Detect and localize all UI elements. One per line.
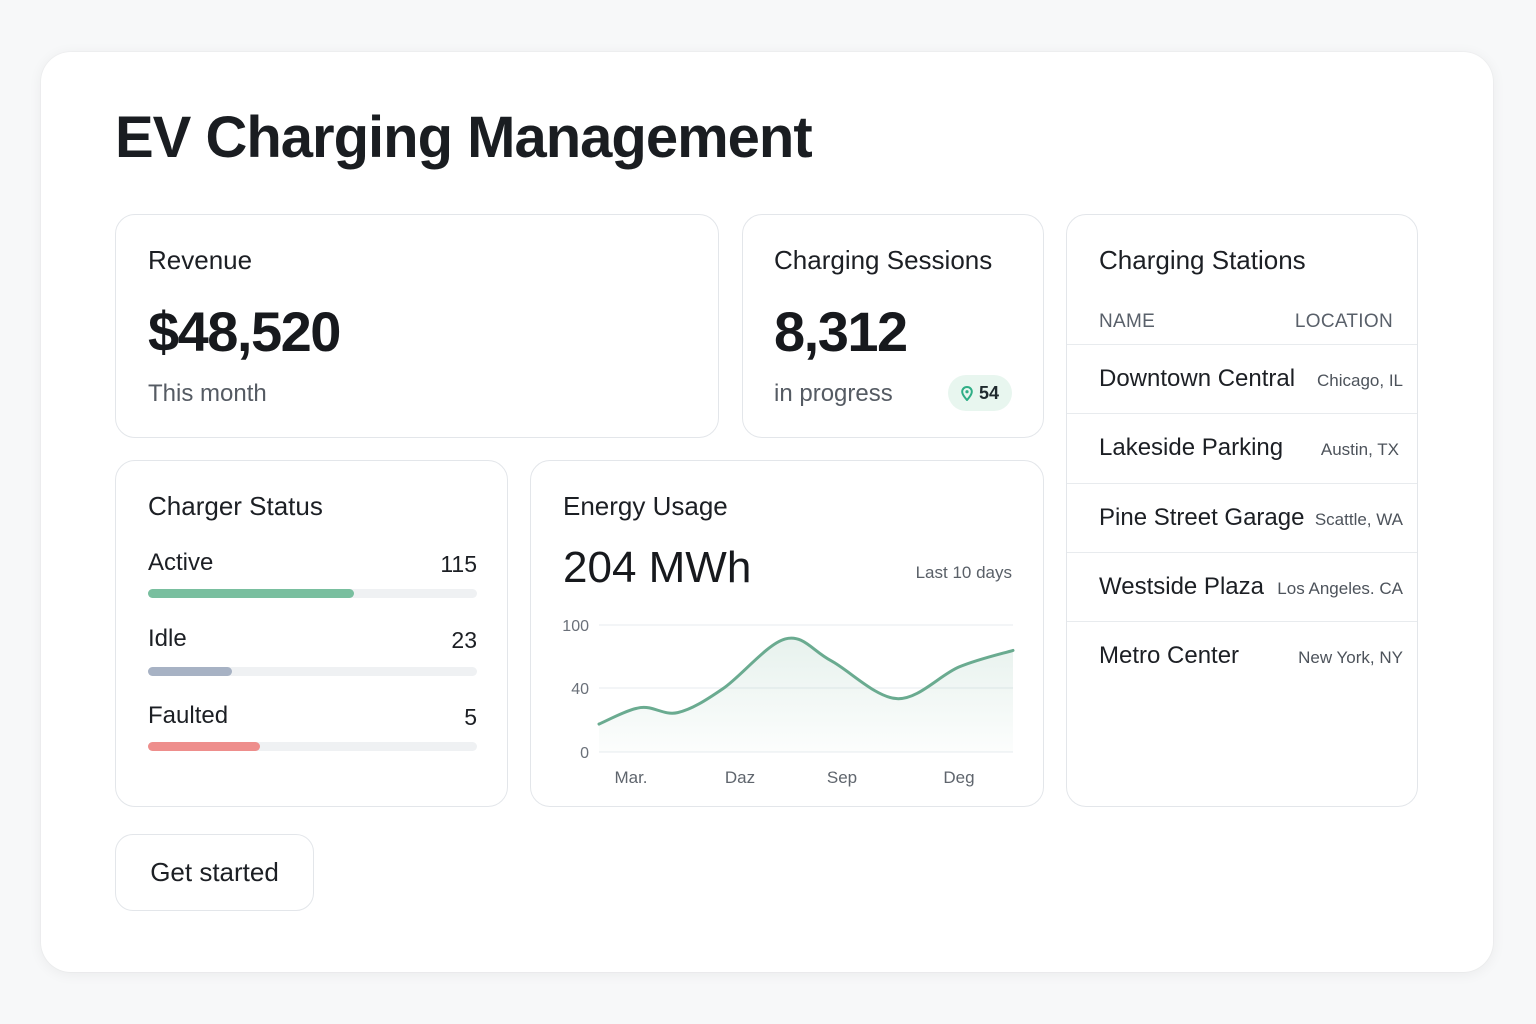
revenue-title: Revenue: [148, 245, 253, 275]
table-row[interactable]: Downtown Central Chicago, IL: [1067, 344, 1417, 413]
y-tick-label: 100: [562, 618, 589, 635]
station-name: Downtown Central: [1099, 365, 1296, 392]
station-name: Westside Plaza: [1099, 573, 1264, 600]
status-bar-track: [148, 667, 477, 676]
energy-usage-card: 100 40 0 Mar. Daz Sep Deg Energy Usage 204 MWh…: [530, 460, 1044, 807]
energy-value: 204 MWh: [563, 543, 752, 592]
charging-stations-card: Charging Stations NAME LOCATION Downtown…: [1066, 214, 1418, 807]
station-location: Los Angeles. CA: [1277, 579, 1403, 598]
station-location: New York, NY: [1298, 648, 1403, 667]
energy-chart: 100 40 0 Mar. Daz Sep Deg: [562, 618, 1015, 787]
badge-count: 54: [978, 382, 1000, 403]
table-row[interactable]: Metro Center New York, NY: [1067, 621, 1417, 690]
table-row[interactable]: Westside Plaza Los Angeles. CA: [1067, 552, 1417, 621]
status-count: 115: [440, 551, 477, 577]
charging-sessions-card: Charging Sessions 8,312 in progress 54: [742, 214, 1044, 438]
page-title: EV Charging Management: [115, 105, 813, 170]
status-bar-track: [148, 589, 477, 598]
x-tick-label: Daz: [725, 768, 755, 787]
station-location: Austin, TX: [1320, 440, 1399, 459]
station-name: Metro Center: [1099, 642, 1240, 669]
get-started-button[interactable]: Get started: [115, 834, 314, 911]
status-count: 5: [464, 704, 477, 730]
x-tick-label: Sep: [827, 768, 857, 787]
energy-range: Last 10 days: [915, 563, 1012, 582]
y-tick-label: 40: [571, 681, 589, 698]
status-bar-fill: [148, 742, 260, 751]
revenue-caption: This month: [148, 380, 267, 407]
status-count: 23: [451, 627, 477, 653]
column-header-location: LOCATION: [1294, 311, 1393, 332]
in-progress-badge: 54: [948, 375, 1012, 411]
charger-status-card: Charger Status Active 115 Idle 23 Faulte…: [115, 460, 508, 807]
stations-title: Charging Stations: [1099, 245, 1306, 275]
revenue-value: $48,520: [148, 300, 341, 363]
x-tick-label: Deg: [943, 768, 974, 787]
station-location: Scattle, WA: [1314, 510, 1403, 529]
status-bar-fill: [148, 667, 232, 676]
x-tick-label: Mar.: [614, 768, 647, 787]
y-tick-label: 0: [580, 745, 589, 762]
station-name: Lakeside Parking: [1099, 434, 1284, 461]
status-label: Active: [148, 549, 214, 576]
column-header-name: NAME: [1099, 311, 1156, 332]
map-pin-icon: [961, 385, 973, 401]
station-location: Chicago, IL: [1317, 371, 1403, 390]
revenue-card: Revenue $48,520 This month: [115, 214, 719, 438]
status-bar-track: [148, 742, 477, 751]
status-label: Idle: [148, 625, 187, 652]
energy-area: [599, 638, 1013, 752]
energy-title: Energy Usage: [563, 491, 728, 521]
table-row[interactable]: Lakeside Parking Austin, TX: [1067, 413, 1417, 482]
station-name: Pine Street Garage: [1099, 504, 1305, 531]
table-row[interactable]: Pine Street Garage Scattle, WA: [1067, 483, 1417, 552]
energy-line: [597, 636, 1015, 726]
sessions-caption: in progress: [774, 380, 893, 407]
charger-status-title: Charger Status: [148, 491, 323, 521]
sessions-value: 8,312: [774, 300, 908, 363]
sessions-title: Charging Sessions: [774, 245, 993, 275]
status-label: Faulted: [148, 702, 229, 729]
status-bar-fill: [148, 589, 354, 598]
